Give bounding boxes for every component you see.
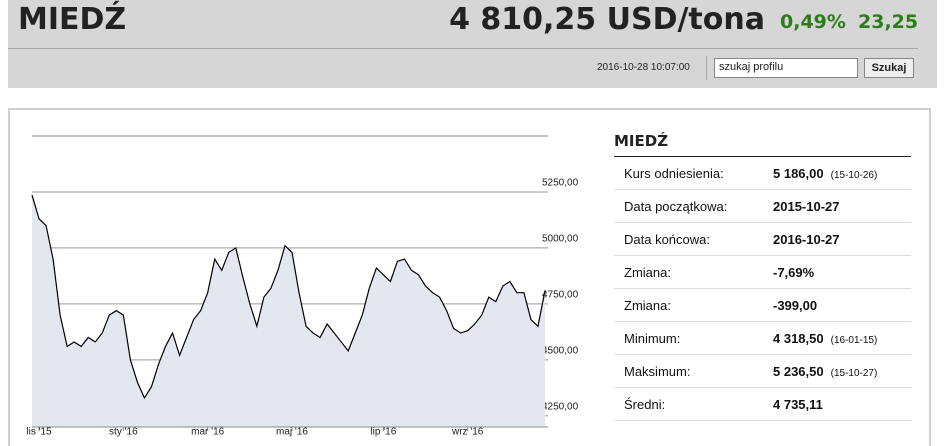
x-tick-label: sty '16 bbox=[109, 427, 138, 438]
stat-value: 2016-10-27 bbox=[773, 231, 840, 247]
y-tick-label: 5000,00 bbox=[542, 234, 579, 245]
y-tick-label: 4500,00 bbox=[542, 345, 579, 356]
stat-cell: 5 186,00 (15-10-26) bbox=[773, 157, 911, 190]
stats-rule bbox=[614, 156, 911, 157]
search-button[interactable]: Szukaj bbox=[864, 58, 914, 78]
stat-value: 4 318,50 bbox=[773, 330, 824, 346]
stat-label: Średni: bbox=[614, 387, 773, 421]
chart: 4250,00 4500,00 4750,00 5000,00 5250,00 lis '… bbox=[26, 135, 579, 438]
stats-row: Zmiana: -7,69% bbox=[614, 255, 911, 289]
y-tick-label: 5250,00 bbox=[542, 178, 579, 189]
change-pct: 0,49% bbox=[780, 11, 846, 33]
stats-row: Data końcowa: 2016-10-27 bbox=[614, 222, 911, 256]
stat-value: -7,69% bbox=[773, 264, 815, 280]
panel bbox=[8, 108, 931, 446]
change-abs: 23,25 bbox=[858, 11, 919, 33]
stats-row: Zmiana: -399,00 bbox=[614, 288, 911, 322]
search-input[interactable]: szukaj profilu bbox=[714, 58, 858, 78]
stat-value: 4 735,11 bbox=[773, 396, 823, 412]
stat-cell: 5 236,50 (15-10-27) bbox=[773, 354, 911, 388]
stat-label: Minimum: bbox=[614, 321, 773, 355]
stat-label: Data początkowa: bbox=[614, 189, 773, 223]
x-tick-label: lip '16 bbox=[370, 427, 396, 438]
stat-value: 2015-10-27 bbox=[773, 198, 840, 214]
stat-label: Kurs odniesienia: bbox=[614, 157, 773, 190]
stats-row: Minimum: 4 318,50 (16-01-15) bbox=[614, 321, 911, 355]
stat-cell: 4 318,50 (16-01-15) bbox=[773, 321, 911, 355]
x-tick-label: wrz '16 bbox=[451, 427, 484, 438]
stat-cell: 2016-10-27 bbox=[773, 222, 911, 256]
stat-value: 5 236,50 bbox=[773, 363, 824, 379]
stat-value: -399,00 bbox=[773, 297, 818, 313]
area bbox=[32, 195, 545, 427]
stat-label: Maksimum: bbox=[614, 354, 773, 388]
stats-row: Średni: 4 735,11 bbox=[614, 387, 911, 421]
stats-row: Maksimum: 5 236,50 (15-10-27) bbox=[614, 354, 911, 388]
price: 4 810,25 USD/tona bbox=[449, 2, 765, 37]
line bbox=[31, 194, 546, 400]
y-tick-label: 4750,00 bbox=[542, 290, 579, 301]
stat-date: (16-01-15) bbox=[830, 334, 878, 346]
stats-title: MIEDŹ bbox=[614, 132, 669, 150]
stat-cell: -7,69% bbox=[773, 255, 911, 289]
stat-label: Zmiana: bbox=[614, 288, 773, 322]
stat-label: Zmiana: bbox=[614, 255, 773, 289]
separator bbox=[706, 56, 707, 80]
x-tick-label: lis '15 bbox=[26, 427, 52, 438]
stats-table: Kurs odniesienia: 5 186,00 (15-10-26) Data … bbox=[614, 157, 911, 421]
stat-value: 5 186,00 bbox=[773, 165, 824, 181]
x-tick-label: maj '16 bbox=[276, 427, 308, 438]
stat-date: (15-10-26) bbox=[830, 169, 878, 181]
stats-row: Kurs odniesienia: 5 186,00 (15-10-26) bbox=[614, 157, 911, 190]
stat-cell: 2015-10-27 bbox=[773, 189, 911, 223]
y-tick-label: 4250,00 bbox=[542, 401, 579, 412]
instrument-title: MIEDŹ bbox=[18, 2, 127, 37]
timestamp: 2016-10-28 10:07:00 bbox=[597, 62, 690, 73]
stat-cell: 4 735,11 bbox=[773, 387, 911, 421]
x-tick-label: mar '16 bbox=[191, 427, 224, 438]
divider bbox=[8, 48, 918, 49]
stat-cell: -399,00 bbox=[773, 288, 911, 322]
stats-row: Data początkowa: 2015-10-27 bbox=[614, 189, 911, 223]
stat-label: Data końcowa: bbox=[614, 222, 773, 256]
stat-date: (15-10-27) bbox=[830, 367, 878, 379]
